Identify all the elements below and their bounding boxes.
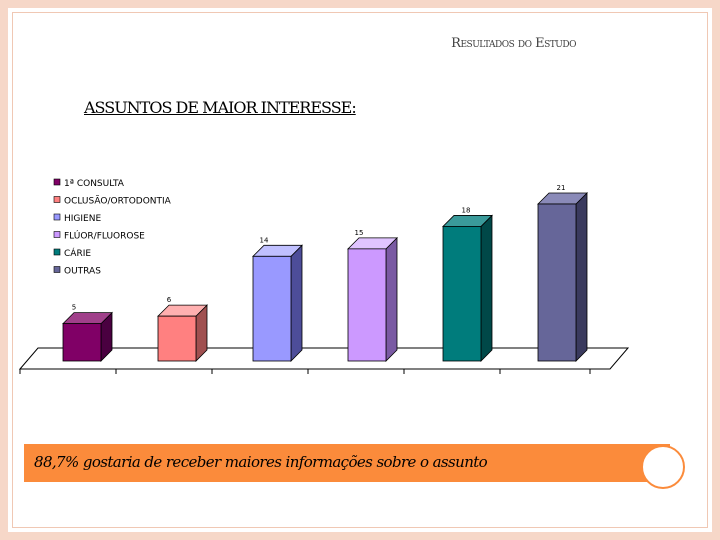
bar-data-label: 18 — [462, 206, 471, 214]
bar — [442, 226, 482, 362]
legend-label: CÁRIE — [64, 247, 91, 259]
legend-swatch — [53, 248, 61, 256]
legend-label: HIGIENE — [64, 214, 101, 224]
bar-data-label: 15 — [355, 229, 364, 237]
bar-side — [290, 244, 303, 362]
bar-data-label: 21 — [557, 184, 566, 192]
bar-side — [480, 214, 493, 362]
bar-side — [575, 192, 588, 362]
bar-data-label: 6 — [167, 296, 172, 304]
legend-label: OUTRAS — [64, 267, 101, 277]
legend-swatch — [53, 231, 61, 238]
legend-label: FLÚOR/FLUOROSE — [64, 230, 145, 242]
bar — [62, 323, 102, 362]
legend-swatch — [53, 266, 61, 273]
slide-header-title: Resultados do Estudo — [451, 36, 576, 51]
summary-banner-text: 88,7% gostaria de receber maiores inform… — [34, 453, 488, 471]
section-heading: ASSUNTOS DE MAIOR INTERESSE: — [84, 98, 357, 117]
legend-swatch — [53, 196, 61, 203]
bar — [157, 315, 197, 362]
bar — [252, 255, 292, 362]
banner-circle-decoration — [641, 445, 685, 489]
legend-label: 1ª CONSULTA — [64, 179, 125, 189]
legend-swatch — [53, 178, 61, 186]
slide-frame-inner — [12, 12, 708, 528]
bar-data-label: 5 — [72, 304, 76, 312]
summary-banner: 88,7% gostaria de receber maiores inform… — [24, 444, 670, 482]
bar — [537, 203, 577, 362]
legend-swatch — [53, 213, 61, 221]
legend-label: OCLUSÃO/ORTODONTIA — [64, 196, 172, 207]
bar-side — [385, 236, 398, 362]
bar-data-label: 14 — [260, 236, 269, 244]
bar — [347, 248, 387, 362]
